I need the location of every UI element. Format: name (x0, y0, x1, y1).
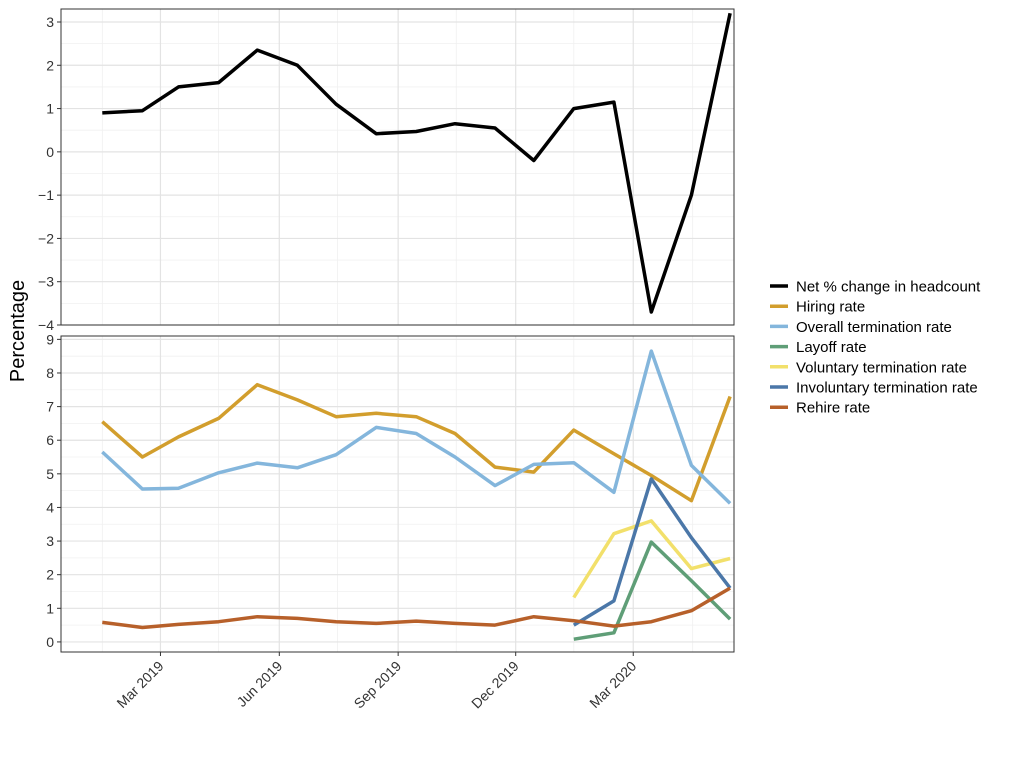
y-tick-label: 0 (46, 634, 54, 650)
bottom-panel: 0 1 2 3 4 5 6 7 8 9 (46, 331, 735, 653)
y-axis-title: Percentage (7, 280, 29, 382)
legend-item: Rehire rate (770, 400, 870, 417)
series-line-net-change-in-headcount (102, 12, 732, 314)
y-tick-label: −4 (38, 317, 54, 333)
y-tick-label: 5 (46, 466, 54, 482)
legend: Net % change in headcount Hiring rate Over… (770, 279, 981, 417)
y-tick-label: 1 (46, 101, 54, 117)
bottom-panel-y-axis: 0 1 2 3 4 5 6 7 8 9 (46, 331, 61, 650)
series-line-layoff-rate (573, 540, 732, 641)
y-tick-label: −2 (38, 230, 54, 246)
series-line-involuntary-termination-rate (572, 477, 732, 627)
y-tick-label: 9 (46, 331, 54, 347)
legend-item: Involuntary termination rate (770, 380, 978, 397)
series-line-voluntary-termination-rate (572, 519, 731, 599)
legend-item: Layoff rate (770, 339, 867, 356)
legend-label: Voluntary termination rate (796, 359, 967, 376)
y-tick-label: 4 (46, 499, 54, 515)
legend-item: Hiring rate (770, 299, 865, 316)
top-panel-grid (61, 9, 734, 326)
series-line-overall-termination-rate (101, 349, 732, 505)
y-tick-label: 2 (46, 57, 54, 73)
y-tick-label: 2 (46, 567, 54, 583)
y-tick-label: −3 (38, 274, 54, 290)
legend-item: Overall termination rate (770, 319, 952, 336)
y-tick-label: 6 (46, 432, 54, 448)
y-tick-label: 0 (46, 144, 54, 160)
legend-label: Overall termination rate (796, 319, 952, 336)
legend-label: Rehire rate (796, 400, 870, 417)
top-panel-lines (102, 12, 732, 314)
y-tick-label: 8 (46, 365, 54, 381)
legend-item: Voluntary termination rate (770, 359, 967, 376)
legend-label: Net % change in headcount (796, 279, 981, 296)
bottom-panel-frame (60, 335, 735, 653)
top-panel-frame (60, 8, 735, 326)
y-tick-label: 1 (46, 600, 54, 616)
top-panel-y-axis: 3 2 1 0 −1 −2 −3 −4 (38, 14, 61, 333)
top-panel: 3 2 1 0 −1 −2 −3 −4 (38, 8, 735, 333)
y-tick-label: 3 (46, 14, 54, 30)
y-tick-label: 7 (46, 399, 54, 415)
series-line-rehire-rate (102, 586, 731, 630)
y-tick-label: −1 (38, 187, 54, 203)
bottom-panel-grid (61, 336, 734, 652)
legend-label: Involuntary termination rate (796, 380, 978, 397)
bottom-panel-lines (101, 349, 732, 641)
legend-label: Hiring rate (796, 299, 865, 316)
panel-background (61, 336, 734, 652)
y-tick-label: 3 (46, 533, 54, 549)
legend-item: Net % change in headcount (770, 279, 981, 296)
legend-label: Layoff rate (796, 339, 867, 356)
panel-background (61, 9, 734, 325)
series-line-hiring-rate (101, 382, 732, 503)
